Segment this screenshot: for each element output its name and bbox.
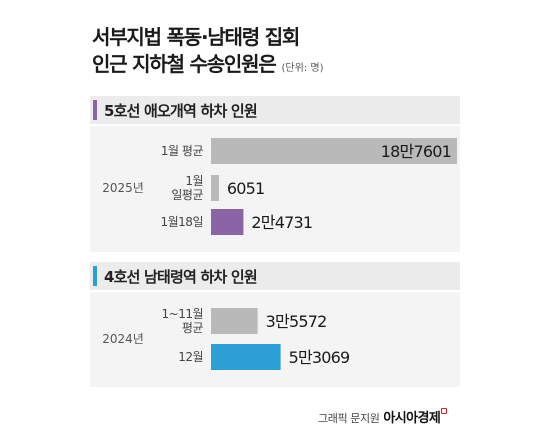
bar-1-1 [211, 344, 281, 370]
value-label-0-2: 2만4731 [251, 213, 312, 232]
value-label-1-1: 5만3069 [289, 348, 350, 367]
section-accent-bar-blue [93, 266, 97, 286]
brand-logo-text: 아시아경제 [383, 411, 441, 426]
category-label-1-0-0: 1~11월 [162, 307, 204, 321]
title-line-2: 인근 지하철 수송인원은 (단위: 명) [92, 51, 323, 82]
category-label-0-0: 1월 평균 [161, 144, 204, 158]
category-label-0-1-1: 일평균 [171, 188, 203, 202]
section-accent-bar-purple [93, 100, 97, 120]
section-header-namtaeryeong: 4호선 남태령역 하차 인원 [90, 262, 460, 290]
chart-title: 서부지법 폭동·남태령 집회 인근 지하철 수송인원은 (단위: 명) [92, 24, 323, 82]
category-label-0-2: 1월18일 [161, 215, 204, 229]
title-line-2-text: 인근 지하철 수송인원은 [92, 52, 277, 76]
bar-1-0 [211, 308, 258, 334]
section-title-aeogae: 5호선 애오개역 하차 인원 [104, 101, 258, 120]
group-label-0: 2025년 [102, 181, 144, 195]
unit-label: (단위: 명) [281, 63, 324, 74]
source-line: 그래픽 문지원 아시아경제 [318, 407, 448, 426]
value-label-0-1: 6051 [227, 179, 265, 198]
graphic-credit: 그래픽 문지원 [318, 412, 380, 425]
value-label-1-0: 3만5572 [266, 312, 327, 331]
category-label-0-1-0: 1월 [185, 174, 203, 188]
value-label-0-0: 18만7601 [381, 142, 451, 161]
group-label-1: 2024년 [102, 332, 144, 346]
section-title-namtaeryeong: 4호선 남태령역 하차 인원 [104, 267, 258, 286]
category-label-1-0-1: 평균 [182, 321, 204, 335]
bar-0-2 [211, 209, 244, 235]
title-line-1: 서부지법 폭동·남태령 집회 [92, 25, 300, 49]
category-label-1-1: 12월 [178, 350, 203, 364]
brand-mark-icon [441, 408, 448, 414]
bar-0-1 [211, 175, 219, 201]
bar-0-0 [211, 138, 457, 164]
panel-namtaeryeong [90, 292, 460, 387]
section-header-aeogae: 5호선 애오개역 하차 인원 [90, 96, 460, 124]
